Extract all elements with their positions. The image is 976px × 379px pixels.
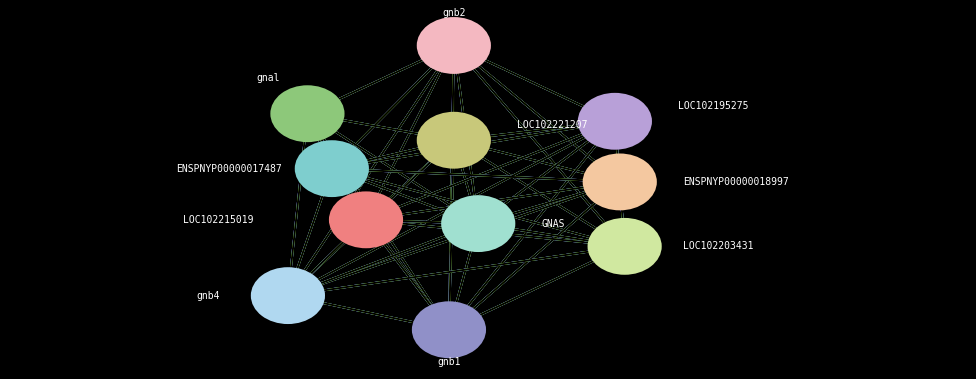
Text: ENSPNYP00000018997: ENSPNYP00000018997: [683, 177, 789, 187]
Text: gnal: gnal: [257, 74, 280, 83]
Text: ENSPNYP00000017487: ENSPNYP00000017487: [176, 164, 281, 174]
Ellipse shape: [578, 93, 652, 150]
Ellipse shape: [412, 301, 486, 358]
Ellipse shape: [583, 153, 657, 210]
Text: gnb1: gnb1: [437, 357, 461, 367]
Ellipse shape: [417, 17, 491, 74]
Ellipse shape: [295, 140, 369, 197]
Text: LOC102215019: LOC102215019: [183, 215, 254, 225]
Text: LOC102221207: LOC102221207: [517, 120, 588, 130]
Ellipse shape: [329, 191, 403, 248]
Text: LOC102203431: LOC102203431: [683, 241, 753, 251]
Ellipse shape: [270, 85, 345, 142]
Text: gnb2: gnb2: [442, 8, 466, 17]
Text: LOC102195275: LOC102195275: [678, 101, 749, 111]
Ellipse shape: [417, 112, 491, 169]
Text: gnb4: gnb4: [196, 291, 220, 301]
Ellipse shape: [441, 195, 515, 252]
Text: GNAS: GNAS: [542, 219, 565, 229]
Ellipse shape: [588, 218, 662, 275]
Ellipse shape: [251, 267, 325, 324]
